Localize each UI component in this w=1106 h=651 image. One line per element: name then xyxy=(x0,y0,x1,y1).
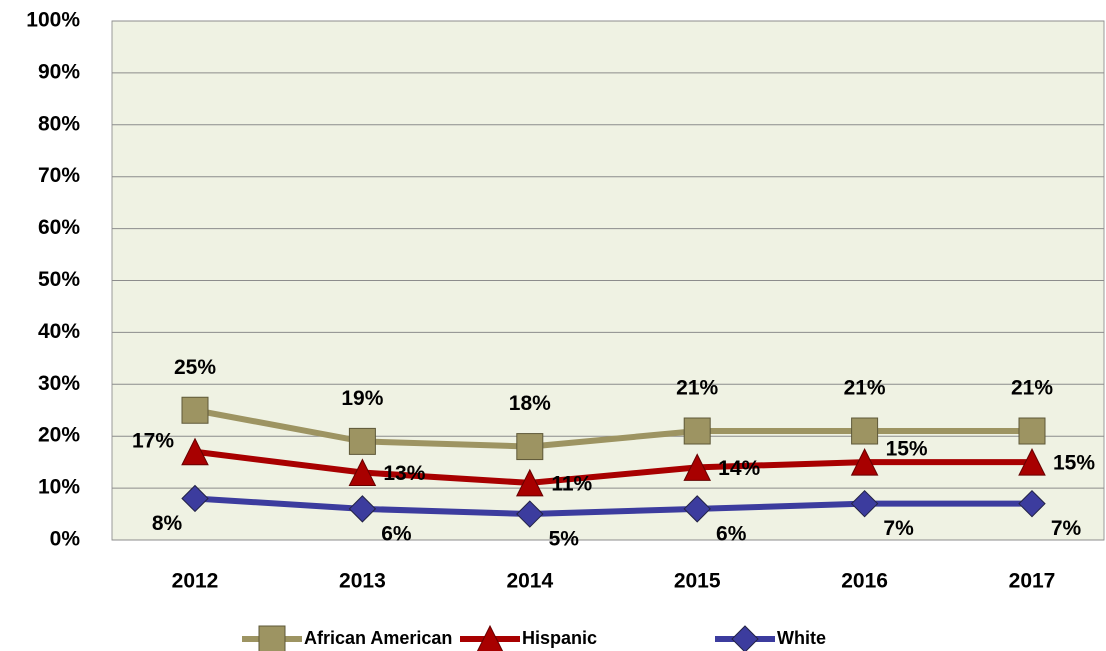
y-tick-label: 0% xyxy=(50,528,81,551)
series-line xyxy=(194,495,1032,518)
y-tick-label: 100% xyxy=(26,9,80,32)
data-label: 18% xyxy=(509,392,551,415)
data-label: 17% xyxy=(132,429,174,452)
legend-marker xyxy=(476,624,504,651)
marker xyxy=(515,468,544,497)
y-tick-label: 90% xyxy=(38,60,80,83)
marker xyxy=(1018,448,1046,476)
marker xyxy=(348,427,376,455)
marker xyxy=(683,417,711,445)
data-label: 8% xyxy=(152,512,183,535)
y-tick-label: 80% xyxy=(38,112,80,135)
x-tick-label: 2015 xyxy=(674,570,721,593)
marker xyxy=(516,433,544,461)
marker xyxy=(348,495,377,523)
series-line xyxy=(194,407,1032,450)
legend-marker xyxy=(258,625,286,651)
y-tick-label: 50% xyxy=(38,268,80,291)
y-tick-label: 10% xyxy=(38,476,80,499)
marker xyxy=(683,453,712,481)
x-tick-label: 2014 xyxy=(506,570,553,593)
legend-label: White xyxy=(777,628,826,648)
x-tick-label: 2016 xyxy=(841,570,888,593)
marker xyxy=(181,484,209,513)
data-label: 15% xyxy=(886,438,928,461)
x-tick-label: 2013 xyxy=(339,570,386,593)
marker xyxy=(516,500,544,528)
data-label: 21% xyxy=(676,377,718,400)
data-label: 14% xyxy=(718,457,760,480)
marker xyxy=(683,495,711,523)
legend: African American Hispanic White xyxy=(242,624,826,651)
marker xyxy=(181,437,209,466)
legend-marker xyxy=(731,625,759,651)
data-label: 7% xyxy=(1051,517,1082,540)
marker xyxy=(348,458,377,487)
y-tick-label: 20% xyxy=(38,424,80,447)
legend-label: Hispanic xyxy=(522,628,597,648)
data-label: 19% xyxy=(341,387,383,410)
data-label: 13% xyxy=(383,462,425,485)
y-tick-label: 30% xyxy=(38,372,80,395)
marker xyxy=(851,417,879,445)
marker xyxy=(181,396,209,424)
marker xyxy=(850,489,879,518)
data-label: 21% xyxy=(844,377,886,400)
y-tick-label: 40% xyxy=(38,320,80,343)
y-tick-label: 70% xyxy=(38,164,80,187)
x-tick-label: 2017 xyxy=(1009,570,1056,593)
y-tick-label: 60% xyxy=(38,216,80,239)
series-line xyxy=(194,448,1032,486)
data-label: 21% xyxy=(1011,377,1053,400)
data-label: 7% xyxy=(883,517,914,540)
marker xyxy=(850,448,879,476)
data-label: 25% xyxy=(174,356,216,379)
x-tick-label: 2012 xyxy=(172,570,219,593)
data-label: 6% xyxy=(716,522,747,545)
data-label: 6% xyxy=(381,522,412,545)
data-label: 15% xyxy=(1053,452,1095,475)
marker xyxy=(1018,417,1046,445)
data-label: 5% xyxy=(549,528,580,551)
data-label: 11% xyxy=(551,472,592,495)
legend-label: African American xyxy=(304,628,452,648)
marker xyxy=(1018,489,1046,518)
